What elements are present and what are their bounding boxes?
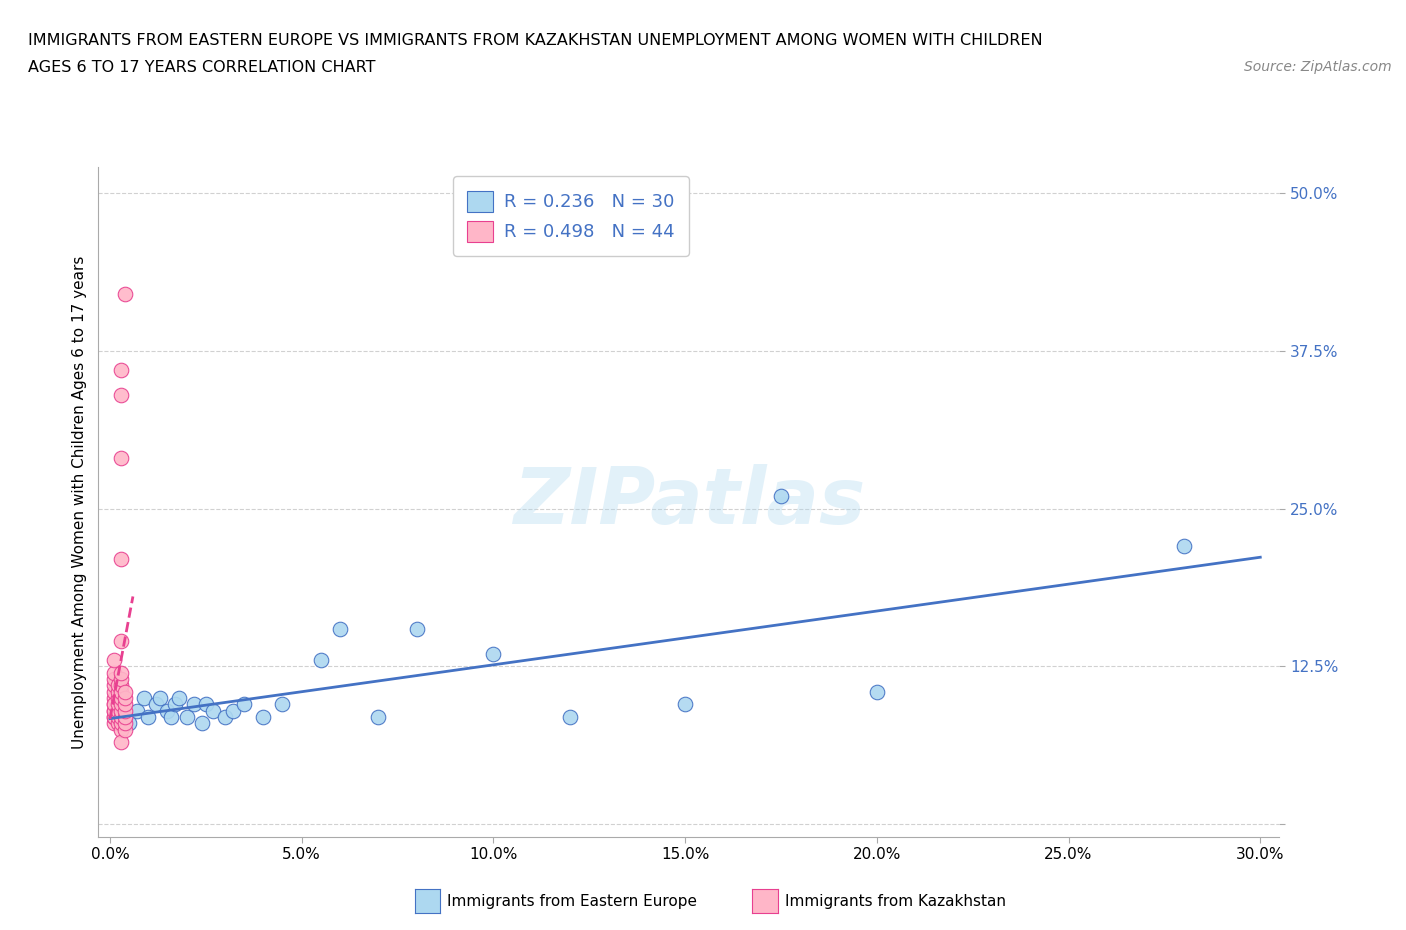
Point (149, 691, 172, 706)
Point (202, 703, 225, 718)
Point (134, 691, 156, 706)
Point (110, 671, 132, 686)
Point (125, 703, 148, 718)
Text: IMMIGRANTS FROM EASTERN EUROPE VS IMMIGRANTS FROM KAZAKHSTAN UNEMPLOYMENT AMONG : IMMIGRANTS FROM EASTERN EUROPE VS IMMIGR… (28, 33, 1043, 47)
Point (103, 703, 125, 718)
Point (367, 710, 389, 724)
Point (145, 697, 167, 711)
Point (558, 710, 581, 724)
Point (103, 703, 125, 718)
Point (482, 646, 505, 661)
Point (107, 684, 129, 699)
Point (673, 697, 696, 711)
Point (194, 697, 217, 711)
Point (114, 691, 136, 706)
Point (866, 684, 889, 699)
Point (252, 710, 274, 724)
Point (114, 710, 136, 724)
Point (110, 703, 132, 718)
Point (110, 735, 132, 750)
Point (107, 697, 129, 711)
Text: Immigrants from Eastern Europe: Immigrants from Eastern Europe (447, 894, 697, 909)
Point (1173, 539, 1195, 554)
Text: ZIPatlas: ZIPatlas (513, 464, 865, 540)
Point (156, 703, 179, 718)
Text: Immigrants from Kazakhstan: Immigrants from Kazakhstan (785, 894, 1005, 909)
Point (103, 710, 125, 724)
Point (110, 697, 132, 711)
Text: AGES 6 TO 17 YEARS CORRELATION CHART: AGES 6 TO 17 YEARS CORRELATION CHART (28, 60, 375, 75)
Point (233, 697, 256, 711)
Point (107, 703, 129, 718)
Point (103, 697, 125, 711)
Point (110, 716, 132, 731)
Point (191, 716, 214, 731)
Point (110, 710, 132, 724)
Point (309, 653, 332, 668)
Point (110, 723, 132, 737)
Point (110, 684, 132, 699)
Point (114, 723, 136, 737)
Point (114, 697, 136, 711)
Point (103, 691, 125, 706)
Point (114, 684, 136, 699)
Legend: R = 0.236   N = 30, R = 0.498   N = 44: R = 0.236 N = 30, R = 0.498 N = 44 (453, 177, 689, 256)
Point (107, 678, 129, 693)
Point (214, 710, 236, 724)
Point (103, 653, 125, 668)
Point (110, 678, 132, 693)
Point (110, 362, 132, 377)
Point (176, 710, 198, 724)
Point (405, 621, 427, 636)
Point (114, 716, 136, 731)
Text: Source: ZipAtlas.com: Source: ZipAtlas.com (1244, 60, 1392, 74)
Point (103, 710, 125, 724)
Point (103, 684, 125, 699)
Point (103, 716, 125, 731)
Point (136, 710, 159, 724)
Y-axis label: Unemployment Among Women with Children Ages 6 to 17 years: Unemployment Among Women with Children A… (72, 256, 87, 749)
Point (110, 633, 132, 648)
Point (165, 697, 187, 711)
Point (110, 551, 132, 566)
Point (103, 697, 125, 711)
Point (118, 716, 141, 731)
Point (110, 450, 132, 465)
Point (221, 703, 243, 718)
Point (110, 388, 132, 403)
Point (107, 691, 129, 706)
Point (160, 710, 183, 724)
Point (103, 665, 125, 680)
Point (110, 691, 132, 706)
Point (769, 488, 792, 503)
Point (183, 697, 205, 711)
Point (271, 697, 294, 711)
Point (103, 671, 125, 686)
Point (110, 665, 132, 680)
Point (114, 286, 136, 301)
Point (103, 678, 125, 693)
Point (167, 691, 190, 706)
Point (114, 703, 136, 718)
Point (329, 621, 352, 636)
Point (107, 710, 129, 724)
Point (107, 716, 129, 731)
